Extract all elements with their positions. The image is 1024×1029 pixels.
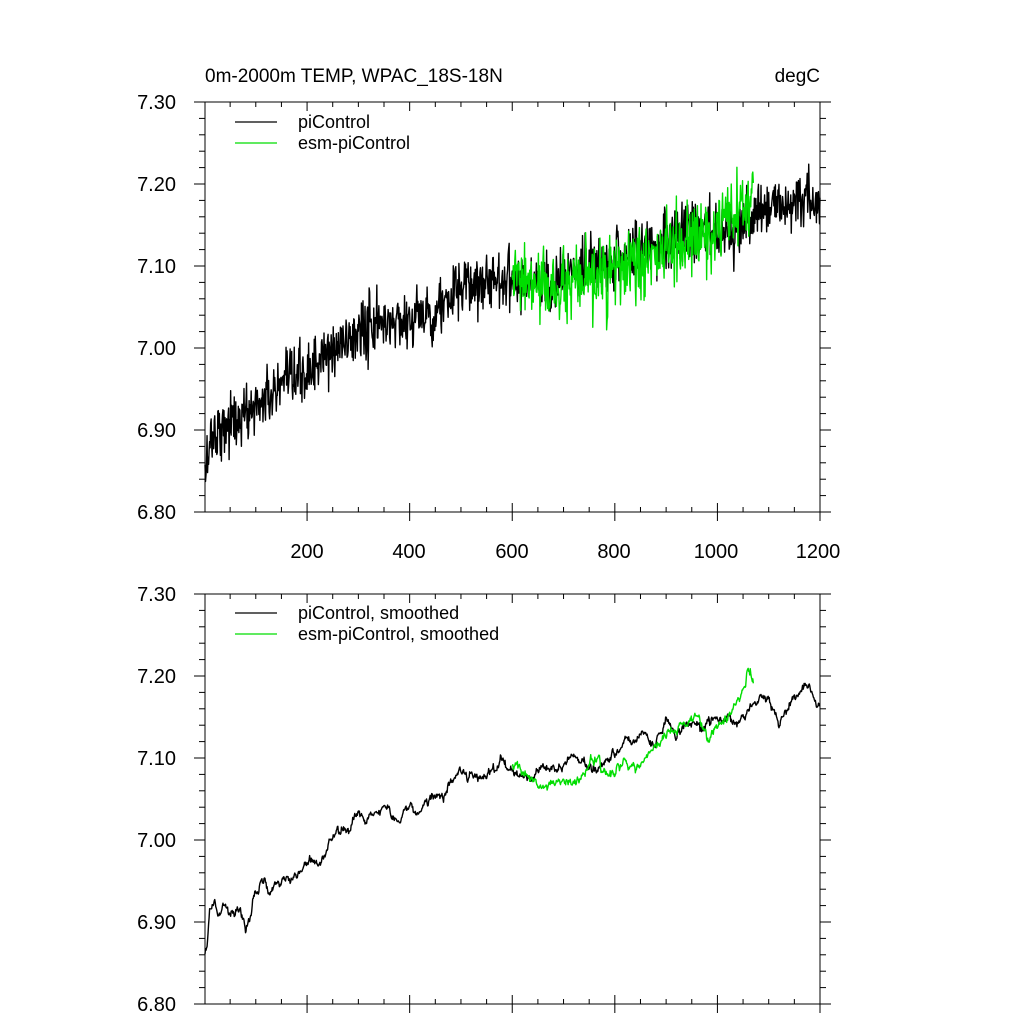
- units-label: degC: [775, 66, 820, 87]
- x-tick-label: 200: [290, 541, 323, 563]
- y-tick-label: 6.80: [137, 994, 176, 1016]
- x-tick-label: 600: [495, 541, 528, 563]
- y-tick-label: 7.20: [137, 174, 176, 196]
- y-tick-label: 7.10: [137, 748, 176, 770]
- chart-title: 0m-2000m TEMP, WPAC_18S-18N: [205, 66, 503, 87]
- series-line-picontrol-smoothed: [204, 682, 821, 955]
- series-layer: [204, 667, 821, 955]
- series-layer: [204, 163, 821, 483]
- series-line-esm-picontrol: [511, 166, 755, 331]
- legend-label-esm-picontrol-smoothed: esm-piControl, smoothed: [298, 624, 499, 644]
- y-tick-label: 6.80: [137, 502, 176, 524]
- y-tick-label: 7.00: [137, 830, 176, 852]
- y-tick-label: 7.00: [137, 338, 176, 360]
- plot-frame: [204, 101, 821, 513]
- series-line-esm-picontrol-smoothed: [511, 667, 755, 791]
- axis-ticks: [194, 593, 831, 1013]
- legend-label-picontrol: piControl: [298, 112, 370, 132]
- y-axis-labels: 6.80 6.90 7.00 7.10 7.20 7.30: [137, 584, 176, 1016]
- bottom-panel: 6.80 6.90 7.00 7.10 7.20 7.30 piControl,…: [137, 584, 831, 1016]
- y-axis-labels: 6.80 6.90 7.00 7.10 7.20 7.30: [137, 92, 176, 524]
- plot-frame: [204, 593, 821, 1005]
- legend-label-picontrol-smoothed: piControl, smoothed: [298, 603, 459, 623]
- y-tick-label: 6.90: [137, 420, 176, 442]
- axis-ticks: [194, 101, 831, 521]
- top-panel: 0m-2000m TEMP, WPAC_18S-18N degC 6.80 6.…: [137, 66, 840, 563]
- x-tick-label: 400: [392, 541, 425, 563]
- y-tick-label: 6.90: [137, 912, 176, 934]
- legend-label-esm-picontrol: esm-piControl: [298, 133, 410, 153]
- y-tick-label: 7.20: [137, 666, 176, 688]
- y-tick-label: 7.30: [137, 584, 176, 606]
- x-tick-label: 1000: [694, 541, 739, 563]
- legend: piControl esm-piControl: [235, 112, 410, 153]
- x-axis-labels: 200 400 600 800 1000 1200: [290, 541, 840, 563]
- x-tick-label: 1200: [796, 541, 841, 563]
- legend: piControl, smoothed esm-piControl, smoot…: [235, 603, 499, 644]
- y-tick-label: 7.30: [137, 92, 176, 114]
- y-tick-label: 7.10: [137, 256, 176, 278]
- x-tick-label: 800: [597, 541, 630, 563]
